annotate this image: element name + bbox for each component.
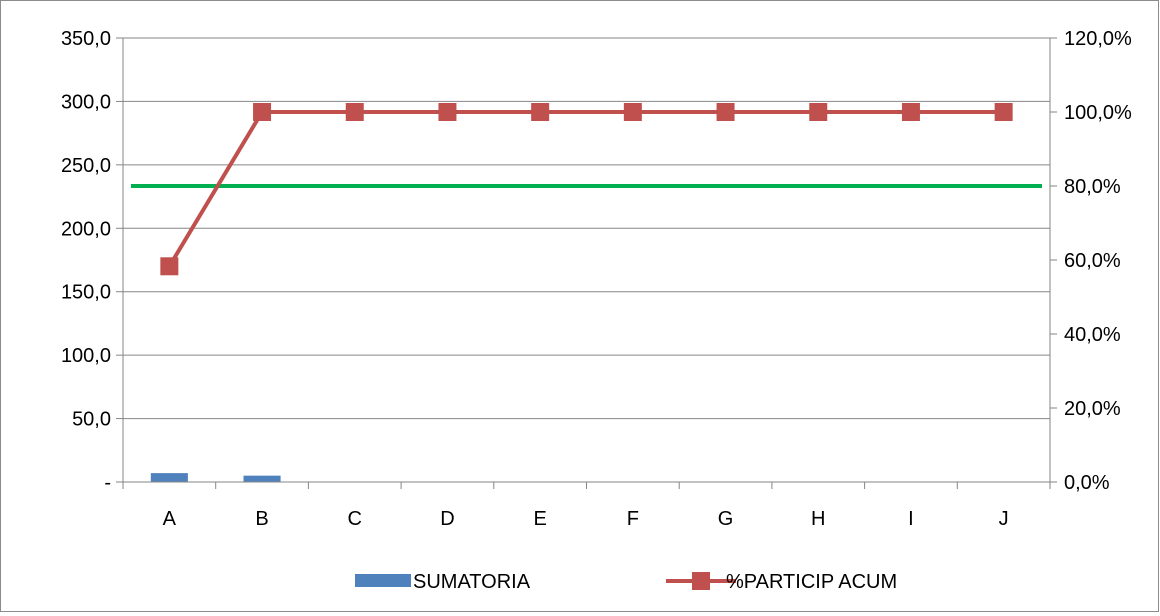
- legend-swatch-marker: [692, 572, 710, 590]
- line-marker: [901, 103, 920, 121]
- bar: [243, 475, 281, 482]
- left-axis-tick-label: 50,0: [72, 409, 111, 431]
- x-axis-tick-label: H: [811, 508, 825, 530]
- right-axis-tick-label: 100,0%: [1064, 102, 1132, 124]
- left-axis-tick-label: 250,0: [61, 155, 111, 177]
- line-marker: [531, 103, 550, 121]
- x-axis-tick-label: F: [627, 508, 639, 530]
- line-marker: [160, 257, 179, 276]
- x-axis-tick-label: J: [999, 508, 1009, 530]
- right-axis-tick-label: 40,0%: [1064, 324, 1121, 346]
- x-axis-tick-label: I: [908, 508, 914, 530]
- line-marker: [438, 103, 457, 121]
- right-axis-tick-label: 80,0%: [1064, 176, 1121, 198]
- line-marker: [809, 103, 828, 121]
- right-axis-tick-label: 20,0%: [1064, 398, 1121, 420]
- bar-series: [150, 473, 281, 482]
- legend: SUMATORIA %PARTICIP ACUM: [355, 571, 897, 593]
- legend-label-bar: SUMATORIA: [413, 571, 531, 593]
- left-axis-tick-label: 200,0: [61, 218, 111, 240]
- line-series: [160, 103, 1013, 276]
- series-line: [167, 110, 1004, 268]
- right-axis-tick-label: 120,0%: [1064, 28, 1132, 50]
- right-axis-tick-label: 0,0%: [1064, 472, 1110, 494]
- gridlines: [123, 37, 1050, 420]
- left-axis-tick-label: -: [104, 472, 111, 494]
- x-axis-tick-label: D: [440, 508, 454, 530]
- line-marker: [994, 103, 1013, 121]
- axes: [116, 37, 1057, 489]
- x-axis-tick-label: E: [533, 508, 546, 530]
- x-axis-tick-label: C: [348, 508, 362, 530]
- legend-swatch-bar: [355, 574, 411, 587]
- left-axis-tick-label: 100,0: [61, 345, 111, 367]
- x-axis-tick-label: G: [718, 508, 734, 530]
- left-axis-tick-label: 150,0: [61, 282, 111, 304]
- legend-label-line: %PARTICIP ACUM: [726, 571, 897, 593]
- x-axis-tick-label: A: [163, 508, 177, 530]
- line-marker: [253, 103, 272, 121]
- line-marker: [716, 103, 735, 121]
- left-axis-tick-label: 350,0: [61, 28, 111, 50]
- bar: [150, 473, 188, 482]
- left-axis-tick-label: 300,0: [61, 91, 111, 113]
- line-marker: [345, 103, 364, 121]
- line-marker: [623, 103, 642, 121]
- right-axis-tick-label: 60,0%: [1064, 250, 1121, 272]
- x-axis-tick-label: B: [255, 508, 268, 530]
- tick-labels: - 50,0 100,0 150,0 200,0 250,0 300,0 350,0 0,0% 2…: [61, 28, 1132, 530]
